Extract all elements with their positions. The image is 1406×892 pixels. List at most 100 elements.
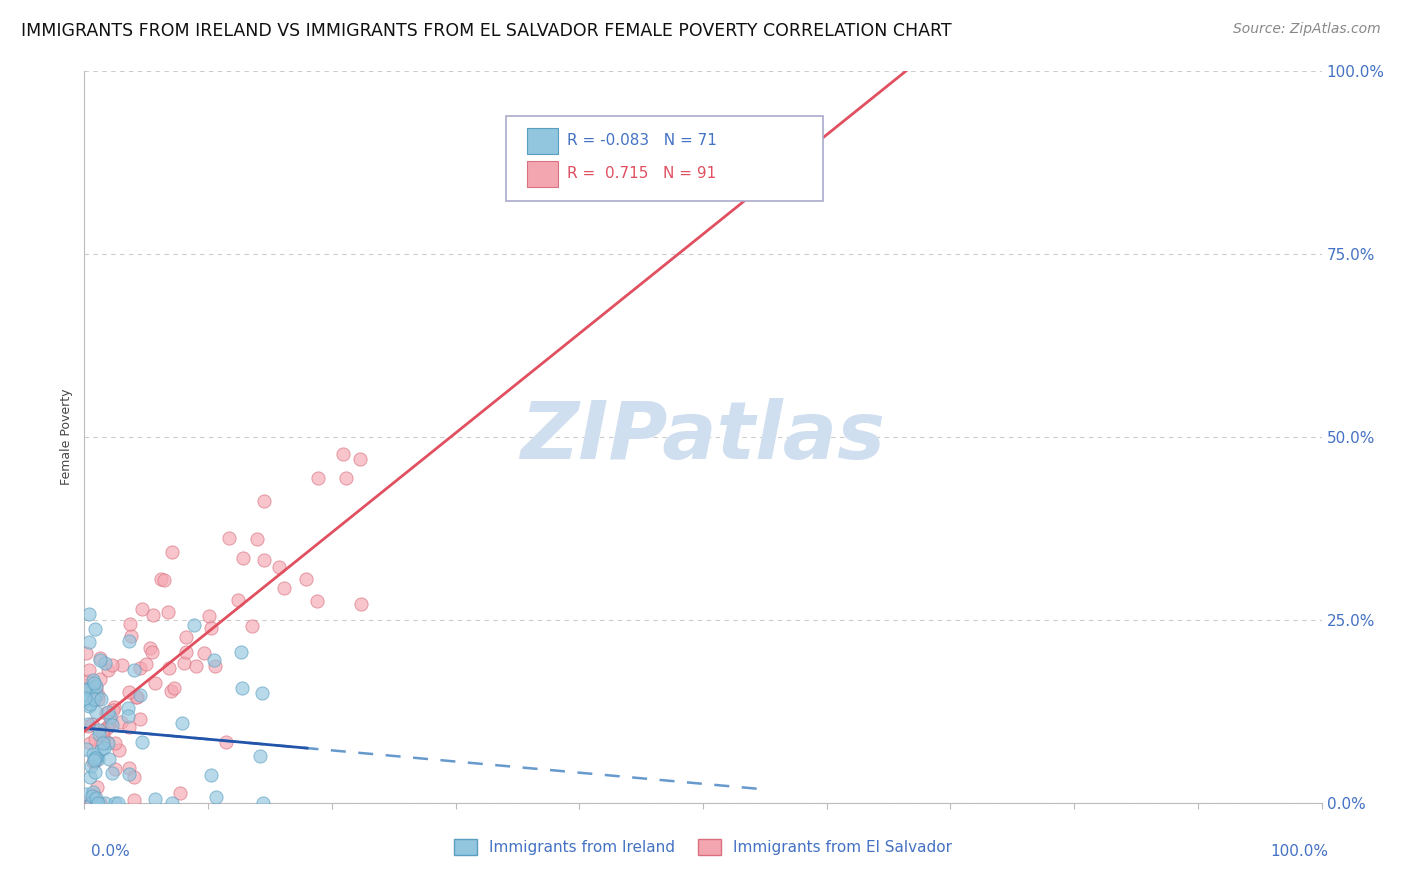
- Point: [86, 796, 108, 810]
- Point: [350, 597, 373, 611]
- Point: [77, 674, 100, 689]
- Point: [82, 796, 104, 810]
- Point: [104, 762, 127, 776]
- Text: Source: ZipAtlas.com: Source: ZipAtlas.com: [1233, 22, 1381, 37]
- Point: [87, 692, 110, 706]
- Point: [91, 730, 114, 744]
- Point: [197, 609, 219, 624]
- Point: [82, 716, 104, 731]
- Point: [141, 644, 163, 658]
- Point: [86, 750, 108, 764]
- Text: 0.0%: 0.0%: [91, 845, 131, 859]
- Point: [89, 651, 111, 665]
- Point: [96, 735, 118, 749]
- Point: [157, 605, 180, 619]
- Point: [125, 690, 148, 705]
- Point: [117, 701, 139, 715]
- Point: [143, 676, 166, 690]
- Point: [97, 663, 120, 677]
- Point: [335, 470, 357, 484]
- Point: [75, 742, 97, 756]
- Point: [77, 663, 100, 677]
- Point: [87, 752, 110, 766]
- Point: [89, 796, 111, 810]
- Point: [97, 705, 120, 719]
- Point: [117, 709, 139, 723]
- Point: [129, 688, 152, 702]
- Point: [153, 573, 176, 587]
- Point: [77, 698, 100, 713]
- Point: [84, 679, 107, 693]
- Point: [101, 766, 124, 780]
- Point: [135, 657, 157, 671]
- Point: [87, 688, 110, 702]
- Point: [97, 719, 120, 733]
- Point: [90, 692, 112, 706]
- Point: [94, 796, 117, 810]
- Point: [100, 714, 122, 729]
- Point: [169, 786, 191, 800]
- Point: [103, 703, 125, 717]
- Point: [89, 653, 111, 667]
- Point: [77, 635, 100, 649]
- Point: [240, 618, 263, 632]
- Point: [122, 793, 145, 807]
- Point: [110, 715, 132, 730]
- Point: [226, 593, 249, 607]
- Point: [250, 686, 273, 700]
- Point: [131, 735, 153, 749]
- Point: [83, 751, 105, 765]
- Point: [83, 753, 105, 767]
- Point: [139, 640, 162, 655]
- Point: [127, 690, 149, 704]
- Point: [157, 661, 180, 675]
- Text: ZIPatlas: ZIPatlas: [520, 398, 886, 476]
- Point: [91, 736, 114, 750]
- Point: [75, 647, 97, 661]
- Point: [160, 545, 183, 559]
- Point: [87, 727, 110, 741]
- Point: [100, 718, 122, 732]
- Point: [87, 723, 110, 737]
- Point: [98, 752, 121, 766]
- Text: IMMIGRANTS FROM IRELAND VS IMMIGRANTS FROM EL SALVADOR FEMALE POVERTY CORRELATIO: IMMIGRANTS FROM IRELAND VS IMMIGRANTS FR…: [21, 22, 952, 40]
- Point: [118, 685, 141, 699]
- Point: [186, 659, 208, 673]
- Point: [349, 452, 371, 467]
- Point: [253, 494, 276, 508]
- Point: [80, 796, 103, 810]
- Point: [83, 732, 105, 747]
- Point: [83, 765, 105, 780]
- Point: [108, 743, 131, 757]
- Point: [200, 768, 222, 782]
- Point: [307, 470, 329, 484]
- Point: [86, 796, 108, 810]
- Point: [83, 675, 105, 690]
- Point: [87, 796, 110, 810]
- Point: [163, 681, 186, 695]
- Point: [160, 684, 183, 698]
- Point: [94, 706, 117, 720]
- Point: [79, 796, 101, 810]
- Point: [75, 796, 97, 810]
- Point: [174, 645, 197, 659]
- Point: [170, 716, 193, 731]
- Point: [142, 607, 165, 622]
- Point: [215, 735, 238, 749]
- Point: [307, 594, 329, 608]
- Point: [75, 677, 97, 691]
- Point: [98, 710, 121, 724]
- Point: [176, 630, 198, 644]
- Point: [97, 736, 120, 750]
- Point: [120, 617, 142, 632]
- Point: [79, 770, 101, 784]
- Point: [76, 718, 98, 732]
- Point: [128, 661, 150, 675]
- Point: [193, 646, 215, 660]
- Point: [173, 656, 195, 670]
- Point: [107, 796, 129, 810]
- Point: [200, 621, 222, 635]
- Point: [160, 796, 183, 810]
- Legend: Immigrants from Ireland, Immigrants from El Salvador: Immigrants from Ireland, Immigrants from…: [447, 833, 959, 861]
- Point: [273, 581, 295, 595]
